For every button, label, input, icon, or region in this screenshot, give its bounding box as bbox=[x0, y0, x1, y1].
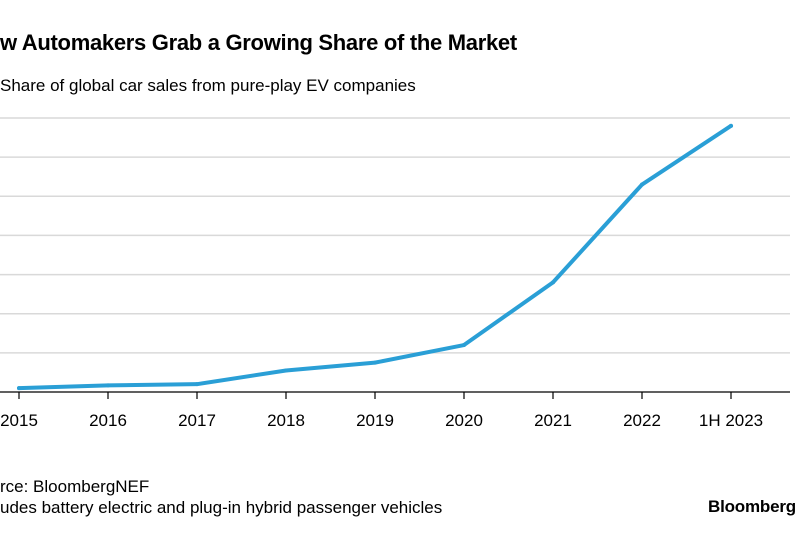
data-point bbox=[729, 123, 733, 128]
source-note: rce: BloombergNEF bbox=[0, 477, 150, 496]
x-tick-label: 2016 bbox=[89, 411, 127, 430]
x-tick-label: 2022 bbox=[623, 411, 661, 430]
x-axis: 2015 2016 2017 2018 2019 2020 2021 2022 1H 2023 bbox=[0, 391, 790, 430]
x-tick-label: 2020 bbox=[445, 411, 483, 430]
data-point bbox=[284, 368, 288, 373]
data-point bbox=[195, 382, 199, 387]
data-point bbox=[373, 360, 377, 365]
chart-subtitle: Share of global car sales from pure-play… bbox=[0, 76, 416, 95]
grid-lines bbox=[0, 117, 790, 354]
x-tick-label: 2021 bbox=[534, 411, 572, 430]
x-tick-label: 2019 bbox=[356, 411, 394, 430]
data-point bbox=[106, 383, 110, 388]
data-point bbox=[462, 343, 466, 348]
x-tick-label: 1H 2023 bbox=[699, 411, 763, 430]
data-point bbox=[17, 386, 21, 391]
data-point bbox=[640, 182, 644, 187]
chart-title: w Automakers Grab a Growing Share of the… bbox=[0, 30, 517, 55]
bloomberg-logo: Bloomberg bbox=[708, 497, 796, 516]
series-group bbox=[17, 123, 733, 391]
x-tick-label: 2015 bbox=[0, 411, 38, 430]
series-line bbox=[17, 123, 733, 391]
data-point bbox=[551, 280, 555, 285]
x-tick-label: 2017 bbox=[178, 411, 216, 430]
x-tick-label: 2018 bbox=[267, 411, 305, 430]
footnote: udes battery electric and plug-in hybrid… bbox=[0, 498, 443, 517]
